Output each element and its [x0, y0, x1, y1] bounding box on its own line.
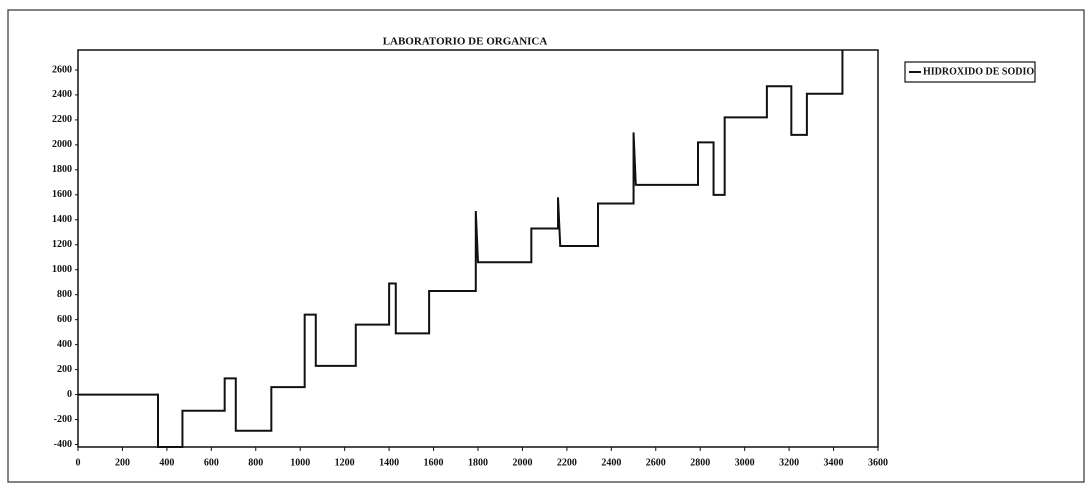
outer-frame	[7, 9, 1085, 483]
y-tick-label: 400	[57, 339, 72, 350]
y-tick-label: 2200	[52, 114, 72, 125]
x-tick-label: 0	[76, 457, 81, 468]
data-line	[78, 50, 844, 448]
x-tick-label: 2600	[646, 457, 666, 468]
y-tick-label: 600	[57, 314, 72, 325]
x-tick-label: 3600	[868, 457, 888, 468]
x-tick-label: 2000	[512, 457, 532, 468]
y-tick-label: -200	[54, 414, 72, 425]
x-tick-label: 3000	[735, 457, 755, 468]
legend-box	[904, 61, 1036, 83]
y-tick-label: -400	[54, 439, 72, 450]
x-tick-label: 1400	[379, 457, 399, 468]
y-tick-label: 2600	[52, 64, 72, 75]
x-tick-label: 1200	[335, 457, 355, 468]
x-tick-label: 3200	[779, 457, 799, 468]
legend-label: HIDROXIDO DE SODIO	[923, 66, 1034, 77]
y-tick-label: 1800	[52, 164, 72, 175]
y-tick-label: 2000	[52, 139, 72, 150]
x-tick-label: 400	[159, 457, 174, 468]
x-tick-label: 2400	[601, 457, 621, 468]
x-tick-label: 1800	[468, 457, 488, 468]
x-tick-label: 1000	[290, 457, 310, 468]
y-tick-label: 1400	[52, 214, 72, 225]
x-tick-label: 3400	[824, 457, 844, 468]
y-tick-label: 800	[57, 289, 72, 300]
y-tick-label: 1000	[52, 264, 72, 275]
y-tick-label: 0	[67, 389, 72, 400]
chart-title: LABORATORIO DE ORGANICA	[383, 36, 548, 48]
x-tick-label: 800	[248, 457, 263, 468]
y-tick-label: 2400	[52, 89, 72, 100]
y-tick-label: 200	[57, 364, 72, 375]
x-tick-label: 2200	[557, 457, 577, 468]
x-tick-label: 600	[204, 457, 219, 468]
x-tick-label: 200	[115, 457, 130, 468]
x-tick-label: 2800	[690, 457, 710, 468]
x-tick-label: 1600	[424, 457, 444, 468]
y-tick-label: 1200	[52, 239, 72, 250]
y-tick-label: 1600	[52, 189, 72, 200]
